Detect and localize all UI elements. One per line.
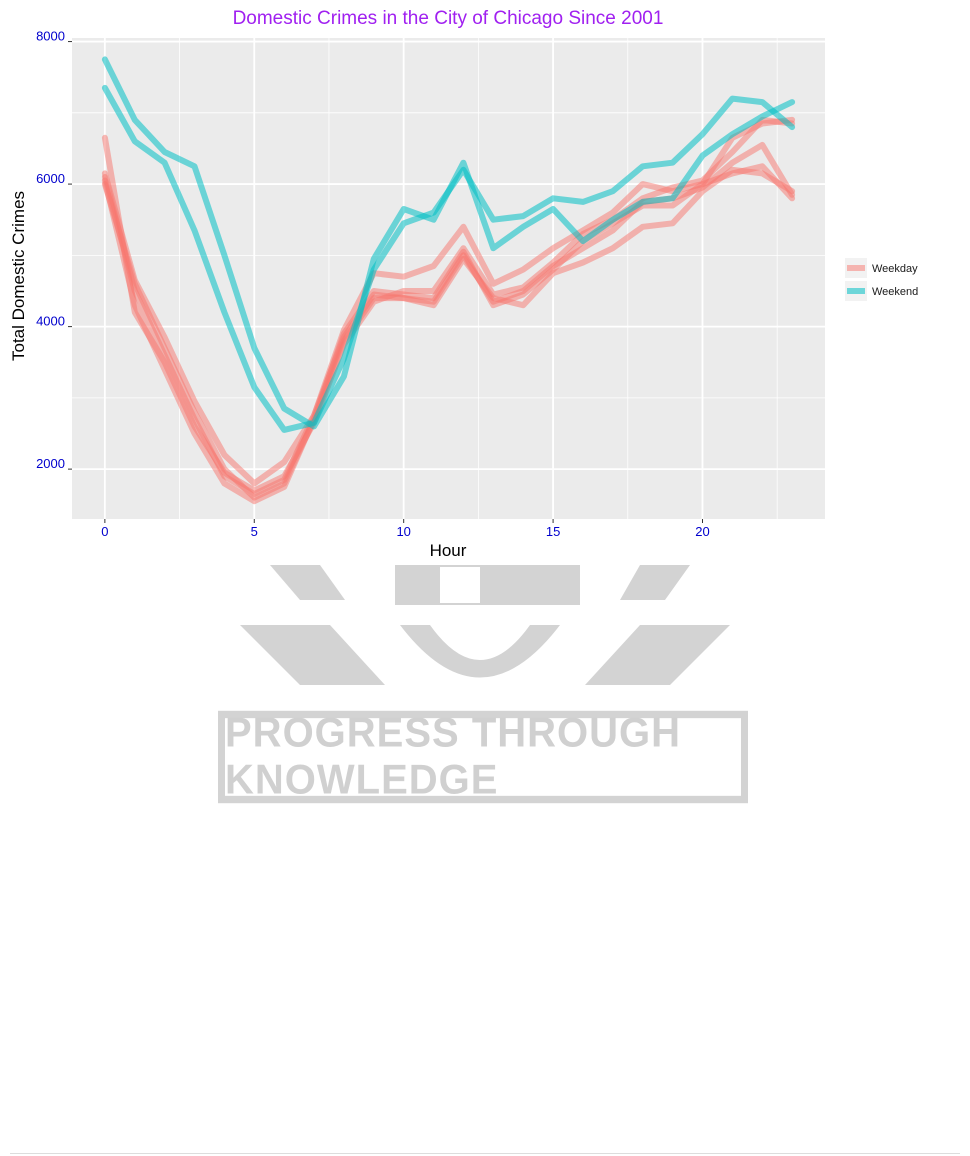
watermark-emblem — [240, 565, 730, 685]
y-tick-label: 4000 — [36, 314, 65, 329]
x-tick-label: 10 — [396, 524, 410, 539]
watermark-text: PROGRESS THROUGH KNOWLEDGE — [218, 710, 748, 804]
series-line-weekday-3 — [101, 166, 796, 505]
legend: Weekday Weekend — [845, 258, 918, 301]
x-axis-ticks: 0 5 10 15 20 — [101, 519, 710, 539]
y-axis-label: Total Domestic Crimes — [9, 191, 28, 361]
y-tick-label: 6000 — [36, 171, 65, 186]
footer-divider — [10, 1153, 960, 1154]
x-tick-label: 5 — [251, 524, 258, 539]
y-tick-label: 8000 — [36, 29, 65, 44]
x-axis-label: Hour — [430, 541, 467, 560]
legend-label-weekday: Weekday — [872, 263, 918, 275]
y-tick-label: 2000 — [36, 456, 65, 471]
series-layer — [101, 56, 796, 505]
line-chart: 0 5 10 15 20 2000 4000 6000 8000 Domestic Crime… — [9, 8, 918, 560]
series-line-weekend-7 — [101, 56, 796, 430]
x-tick-label: 20 — [695, 524, 709, 539]
legend-label-weekend: Weekend — [872, 286, 918, 298]
y-axis-ticks: 2000 4000 6000 8000 — [36, 29, 72, 471]
x-tick-label: 15 — [546, 524, 560, 539]
watermark: PROGRESS THROUGH KNOWLEDGE — [0, 555, 970, 815]
x-tick-label: 0 — [101, 524, 108, 539]
chart-title: Domestic Crimes in the City of Chicago S… — [233, 8, 664, 29]
